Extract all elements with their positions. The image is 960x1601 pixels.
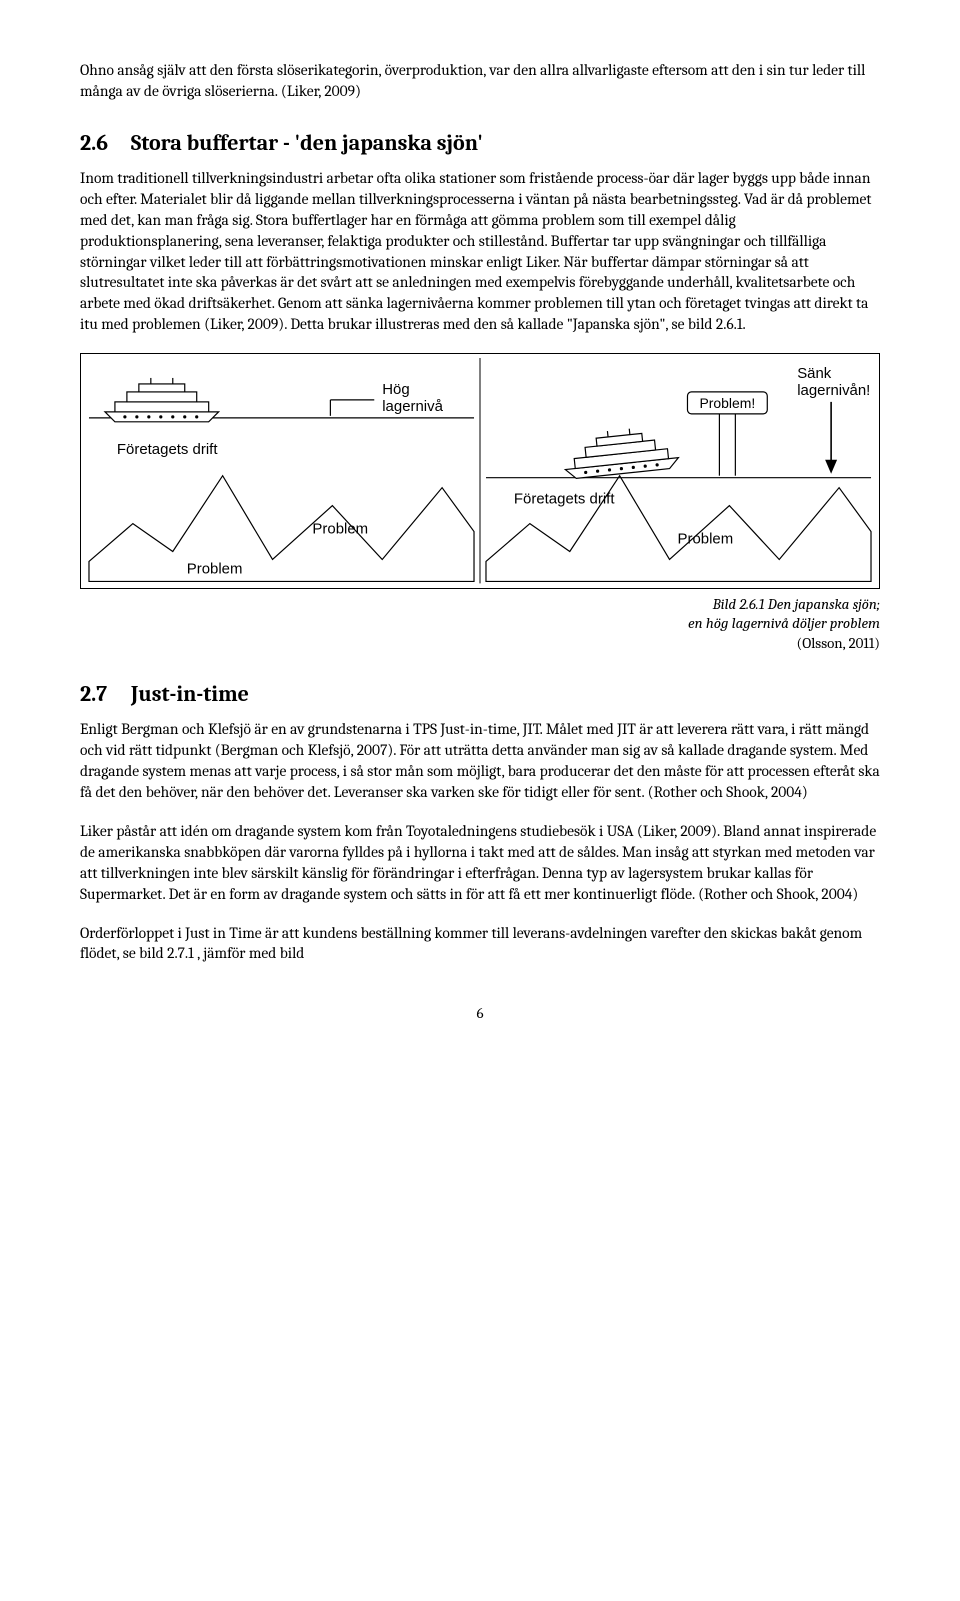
- fig-left-problem-1: Problem: [187, 561, 243, 578]
- caption-line-1: Bild 2.6.1 Den japanska sjön;: [80, 595, 880, 615]
- paragraph-intro: Ohno ansåg själv att den första slöserik…: [80, 60, 880, 102]
- section-title: Stora buffertar - 'den japanska sjön': [131, 130, 483, 156]
- section-title: Just-in-time: [131, 681, 249, 707]
- fig-right-level-l2: lagernivån!: [797, 382, 870, 399]
- paragraph-2-7-a: Enligt Bergman och Klefsjö är en av grun…: [80, 719, 880, 803]
- section-number: 2.6: [80, 130, 126, 156]
- fig-left-problem-2: Problem: [312, 521, 368, 538]
- caption-line-3: (Olsson, 2011): [80, 634, 880, 654]
- paragraph-2-6: Inom traditionell tillverkningsindustri …: [80, 168, 880, 335]
- figure-svg: Företagets drift Hög lagernivå Problem P…: [83, 356, 877, 585]
- heading-2-7: 2.7 Just-in-time: [80, 681, 880, 707]
- document-page: Ohno ansåg själv att den första slöserik…: [0, 0, 960, 1062]
- section-number: 2.7: [80, 681, 126, 707]
- paragraph-2-7-b: Liker påstår att idén om dragande system…: [80, 821, 880, 905]
- caption-line-2: en hög lagernivå döljer problem: [80, 614, 880, 634]
- fig-left-ship-label: Företagets drift: [117, 441, 218, 458]
- figure-japanese-lake: Företagets drift Hög lagernivå Problem P…: [80, 353, 880, 588]
- figure-caption: Bild 2.6.1 Den japanska sjön; en hög lag…: [80, 595, 880, 654]
- fig-right-ship-label: Företagets drift: [514, 491, 615, 508]
- fig-right-sign-label: Problem!: [699, 395, 755, 411]
- fig-left-level-l2: lagernivå: [382, 398, 443, 415]
- fig-right-level-l1: Sänk: [797, 365, 832, 382]
- fig-right-problem: Problem: [678, 531, 734, 548]
- fig-left-level-l1: Hög: [382, 381, 409, 398]
- paragraph-2-7-c: Orderförloppet i Just in Time är att kun…: [80, 923, 880, 965]
- heading-2-6: 2.6 Stora buffertar - 'den japanska sjön…: [80, 130, 880, 156]
- page-number: 6: [80, 1004, 880, 1022]
